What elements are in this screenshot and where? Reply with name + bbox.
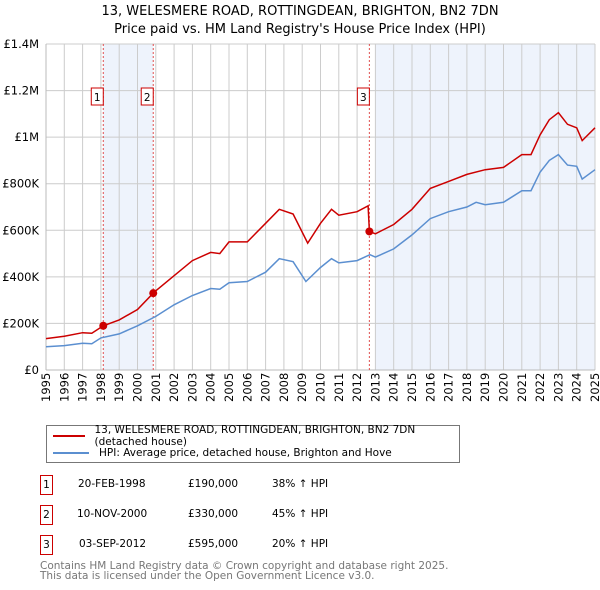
x-tick-label: 1995 — [39, 373, 53, 402]
footer-copyright: Contains HM Land Registry data © Crown c… — [40, 560, 449, 572]
x-tick-label: 2021 — [515, 373, 529, 402]
sale-marker-box — [90, 87, 104, 106]
x-tick-label: 2018 — [460, 373, 474, 402]
x-tick-label: 2005 — [222, 373, 236, 402]
transaction-number: 1 — [40, 475, 53, 495]
x-tick-label: 2004 — [204, 373, 218, 402]
transaction-price: £190,000 — [188, 478, 239, 490]
x-tick-label: 2009 — [295, 373, 309, 402]
sale-point — [149, 289, 158, 298]
legend-swatch-red — [53, 435, 85, 437]
sale-marker-box — [140, 87, 154, 106]
x-tick-label: 2002 — [167, 373, 181, 402]
legend-label: 13, WELESMERE ROAD, ROTTINGDEAN, BRIGHTO… — [94, 424, 416, 448]
y-tick-label: £0 — [24, 363, 39, 377]
hpi-line — [45, 153, 596, 348]
transaction-price: £595,000 — [188, 538, 239, 550]
legend-swatch-blue — [53, 452, 89, 454]
x-tick-label: 1996 — [57, 373, 71, 402]
x-tick-label: 2017 — [442, 373, 456, 402]
sale-marker-box — [356, 87, 370, 106]
x-tick-label: 2011 — [332, 373, 346, 402]
x-tick-label: 1999 — [112, 373, 126, 402]
x-tick-label: 2003 — [185, 373, 199, 402]
x-tick-label: 2025 — [588, 373, 600, 402]
x-tick-label: 2019 — [478, 373, 492, 402]
x-tick-label: 2007 — [259, 373, 273, 402]
x-tick-label: 2016 — [423, 373, 437, 402]
y-tick-label: £200K — [2, 316, 39, 330]
transaction-date: 10-NOV-2000 — [77, 508, 148, 520]
x-tick-label: 2008 — [277, 373, 291, 402]
x-tick-label: 1998 — [94, 373, 108, 402]
y-tick-label: £600K — [2, 223, 39, 237]
sale-marker-label: 2 — [144, 92, 151, 104]
x-tick-label: 2001 — [149, 373, 163, 402]
transaction-date: 20-FEB-1998 — [78, 478, 146, 490]
transaction-hpi: 45% ↑ HPI — [272, 508, 329, 520]
transaction-number: 3 — [40, 535, 53, 555]
sale-marker-label: 3 — [360, 92, 367, 104]
legend: 13, WELESMERE ROAD, ROTTINGDEAN, BRIGHTO… — [46, 424, 460, 463]
transaction-hpi: 38% ↑ HPI — [272, 478, 329, 490]
x-tick-label: 2010 — [314, 373, 328, 402]
x-tick-label: 2024 — [570, 373, 584, 402]
y-tick-label: £1M — [14, 130, 39, 144]
x-tick-label: 2014 — [387, 373, 401, 402]
y-tick-label: £1.4M — [3, 37, 39, 51]
x-tick-label: 2012 — [350, 373, 364, 402]
y-tick-label: £1.2M — [3, 84, 39, 98]
x-tick-label: 2023 — [551, 373, 565, 402]
footer: Contains HM Land Registry data © Crown c… — [40, 560, 449, 582]
x-tick-label: 2015 — [405, 373, 419, 402]
transaction-price: £330,000 — [188, 508, 239, 520]
sale-point — [99, 321, 108, 330]
legend-item-property: 13, WELESMERE ROAD, ROTTINGDEAN, BRIGHTO… — [53, 424, 459, 448]
y-tick-label: £400K — [2, 270, 39, 284]
footer-licence: This data is licensed under the Open Gov… — [40, 570, 375, 582]
transaction-date: 03-SEP-2012 — [79, 538, 147, 550]
transaction-hpi: 20% ↑ HPI — [272, 538, 329, 550]
sale-marker-label: 1 — [94, 92, 101, 104]
x-tick-label: 2000 — [131, 373, 145, 402]
y-tick-label: £800K — [2, 177, 39, 191]
x-tick-label: 2006 — [240, 373, 254, 402]
x-tick-label: 1997 — [76, 373, 90, 402]
x-tick-label: 2013 — [368, 373, 382, 402]
sale-point — [365, 227, 374, 236]
chart-title: 13, WELESMERE ROAD, ROTTINGDEAN, BRIGHTO… — [101, 4, 499, 19]
legend-item-hpi: HPI: Average price, detached house, Brig… — [53, 445, 392, 461]
transaction-number: 2 — [40, 505, 53, 525]
legend-label: HPI: Average price, detached house, Brig… — [99, 447, 392, 459]
price-chart: 1995 1996 1997 1998 1999 2000 2001 2002 2003 2004… — [2, 37, 600, 402]
x-tick-label: 2020 — [497, 373, 511, 402]
x-tick-label: 2022 — [533, 373, 547, 402]
chart-subtitle: Price paid vs. HM Land Registry's House … — [114, 22, 486, 37]
